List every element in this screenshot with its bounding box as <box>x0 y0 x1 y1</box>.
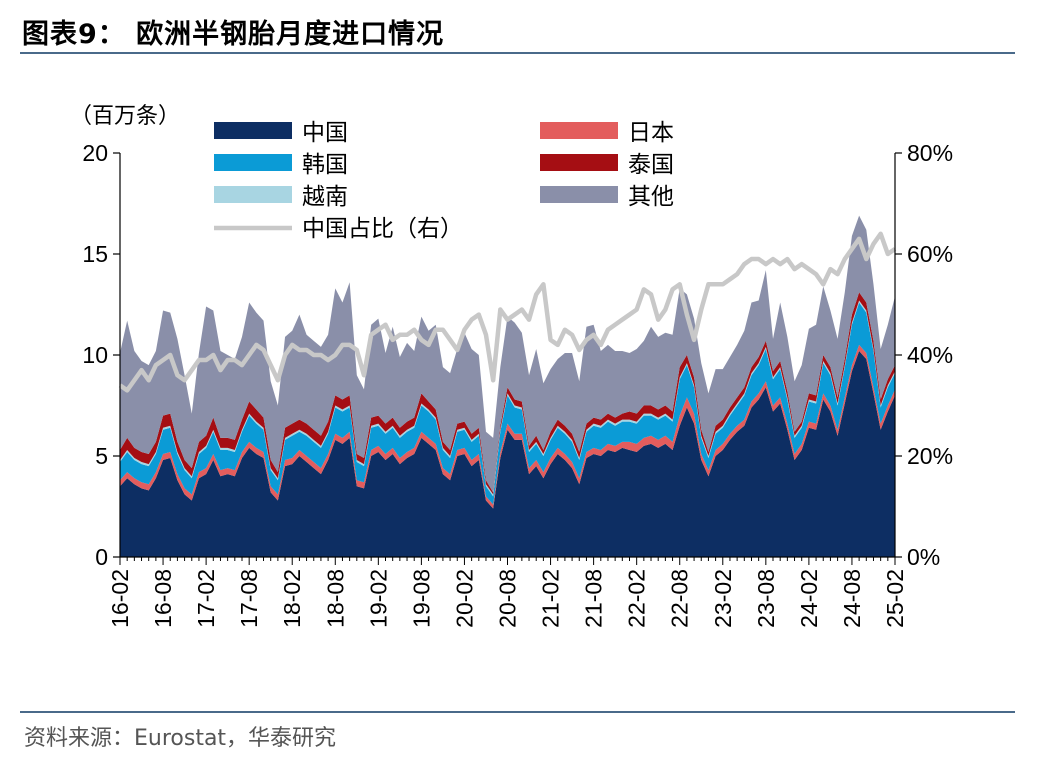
x-tick-label-2: 17-02 <box>193 569 219 628</box>
right-tick-label-1: 20% <box>907 443 953 469</box>
x-tick-label-0: 16-02 <box>107 569 133 628</box>
legend-label-4: 越南 <box>302 184 348 210</box>
share-line <box>118 231 897 393</box>
legend-label-3: 泰国 <box>628 152 674 178</box>
x-tick-label-3: 17-08 <box>236 569 262 628</box>
legend-swatch-5 <box>540 186 618 203</box>
left-axis-unit: （百万条） <box>70 104 180 129</box>
legend-swatch-2 <box>214 154 292 171</box>
area-series-0 <box>120 350 895 557</box>
x-tick-label-18: 25-02 <box>882 569 908 628</box>
x-tick-label-17: 24-08 <box>839 569 865 628</box>
right-tick-label-2: 40% <box>907 342 953 368</box>
right-tick-label-3: 60% <box>907 241 953 267</box>
x-tick-label-10: 21-02 <box>538 569 564 628</box>
legend-label-1: 日本 <box>628 120 674 146</box>
x-tick-label-13: 22-08 <box>667 569 693 628</box>
area-series-2 <box>120 302 895 505</box>
area-series-1 <box>120 344 895 509</box>
x-tick-label-6: 19-02 <box>365 569 391 628</box>
legend-swatch-0 <box>214 122 292 139</box>
left-tick-label-0: 0 <box>95 544 108 570</box>
x-tick-label-1: 16-08 <box>150 569 176 628</box>
left-tick-label-3: 15 <box>82 241 108 267</box>
x-tick-label-5: 18-08 <box>322 569 348 628</box>
legend-label-0: 中国 <box>302 120 348 146</box>
x-tick-label-14: 23-02 <box>710 569 736 628</box>
left-tick-label-4: 20 <box>82 140 108 166</box>
x-tick-label-12: 22-02 <box>624 569 650 628</box>
x-tick-label-15: 23-08 <box>753 569 779 628</box>
legend-label-line: 中国占比（右） <box>302 216 463 242</box>
x-tick-label-11: 21-08 <box>581 569 607 628</box>
legend-label-5: 其他 <box>628 184 674 210</box>
page-title: 图表9： 欧洲半钢胎月度进口情况 <box>22 19 445 50</box>
left-tick-label-2: 10 <box>82 342 108 368</box>
right-tick-label-0: 0% <box>907 544 940 570</box>
area-series-5 <box>120 215 895 493</box>
source-note: 资料来源：Eurostat，华泰研究 <box>24 726 337 751</box>
x-tick-label-8: 20-02 <box>451 569 477 628</box>
legend-swatch-3 <box>540 154 618 171</box>
x-tick-label-4: 18-02 <box>279 569 305 628</box>
legend-swatch-4 <box>214 186 292 203</box>
left-tick-label-1: 5 <box>95 443 108 469</box>
footer-divider <box>20 711 1015 713</box>
x-tick-label-9: 20-08 <box>495 569 521 628</box>
x-tick-label-7: 19-08 <box>408 569 434 628</box>
title-divider <box>20 52 1015 54</box>
x-tick-label-16: 24-02 <box>796 569 822 628</box>
legend-label-2: 韩国 <box>302 152 348 178</box>
legend-swatch-1 <box>540 122 618 139</box>
right-tick-label-4: 80% <box>907 140 953 166</box>
area-series-4 <box>120 292 895 495</box>
